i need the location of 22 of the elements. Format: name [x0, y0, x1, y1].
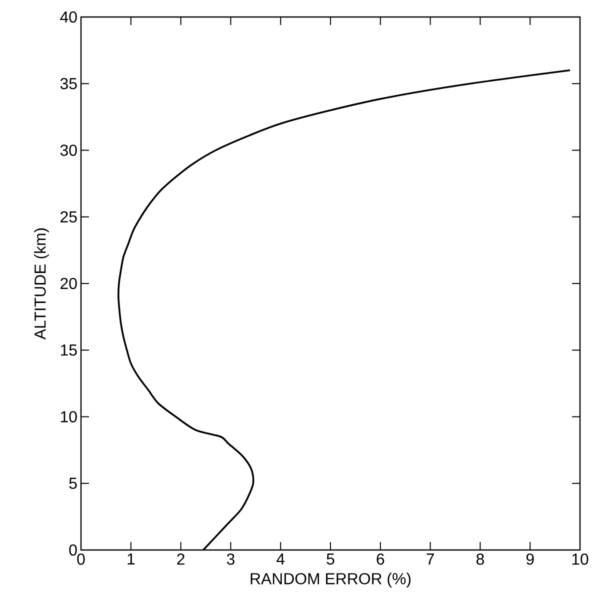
- x-tick-label: 3: [226, 554, 234, 565]
- y-tick-label: 0: [69, 544, 77, 556]
- x-tick-label: 0: [77, 554, 85, 565]
- x-tick-label: 2: [177, 554, 184, 565]
- x-tick-label: 6: [376, 554, 384, 565]
- y-tick-label: 25: [60, 211, 77, 223]
- x-tick-label: 9: [526, 554, 534, 565]
- x-tick-label: 10: [572, 554, 588, 565]
- y-tick-label: 10: [60, 411, 77, 422]
- x-tick-label: 5: [326, 554, 334, 565]
- x-tick-label: 4: [276, 554, 285, 564]
- y-tick-label: 40: [60, 11, 77, 23]
- x-axis-title: RANDOM ERROR (%): [250, 572, 411, 588]
- x-tick-label: 8: [476, 554, 484, 565]
- y-axis-title: ALTITUDE (km): [34, 228, 49, 340]
- y-tick-label: 15: [60, 344, 77, 356]
- x-tick-label: 7: [426, 554, 434, 564]
- y-tick-label: 5: [69, 478, 77, 489]
- x-tick-label: 1: [128, 554, 135, 564]
- y-tick-label: 20: [60, 278, 77, 290]
- y-tick-label: 30: [60, 144, 77, 156]
- y-tick-label: 35: [60, 78, 77, 90]
